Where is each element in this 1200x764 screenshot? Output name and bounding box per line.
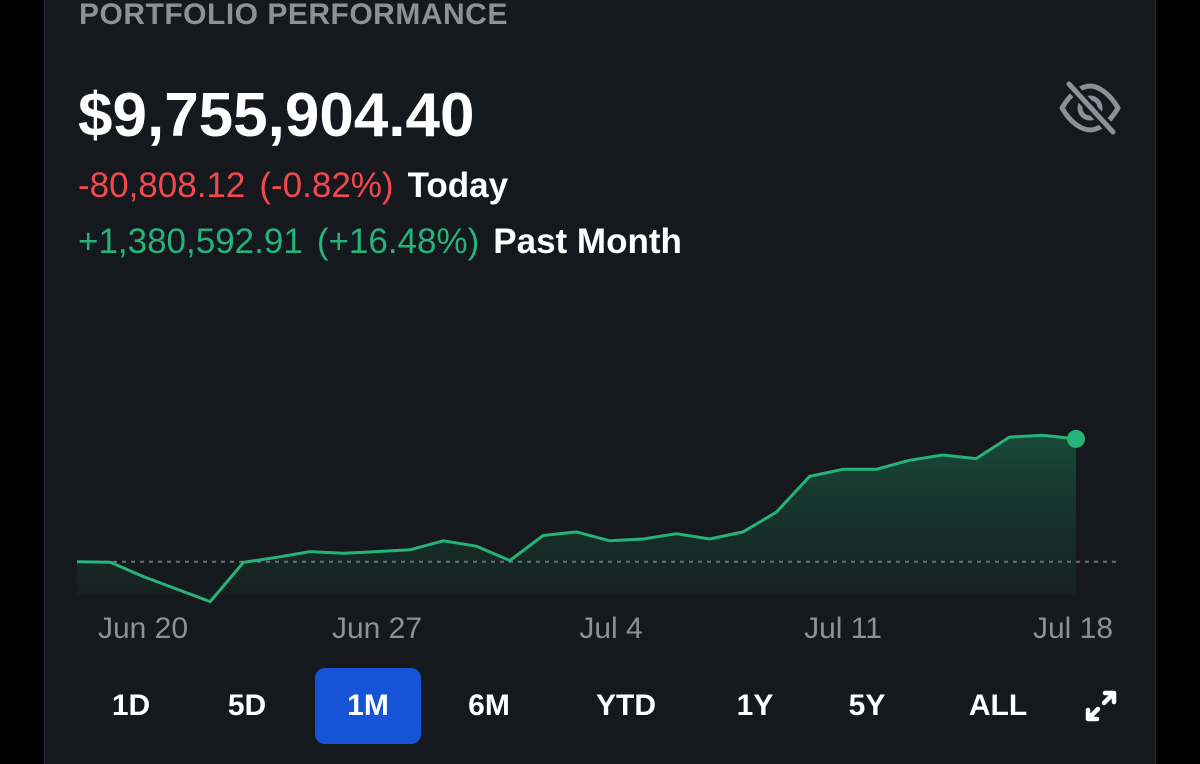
range-ytd-button[interactable]: YTD (596, 689, 656, 722)
range-1y-button[interactable]: 1Y (736, 689, 774, 722)
past-month-change-row: +1,380,592.91 (+16.48%) Past Month (78, 222, 682, 262)
x-tick-label: Jul 4 (579, 612, 642, 645)
chart-area-fill (77, 435, 1076, 602)
today-label: Today (407, 166, 509, 205)
portfolio-total-value: $9,755,904.40 (78, 81, 475, 150)
range-5y-button[interactable]: 5Y (848, 689, 886, 722)
section-title: PORTFOLIO PERFORMANCE (79, 0, 508, 31)
range-5d-button[interactable]: 5D (227, 689, 267, 722)
today-change-amount: -80,808.12 (78, 166, 246, 205)
x-tick-label: Jun 27 (332, 612, 422, 645)
expand-icon (1085, 690, 1117, 722)
chart-last-point (1067, 429, 1085, 448)
hide-balance-toggle[interactable] (1057, 78, 1123, 138)
time-range-selector: 1D 5D 1M 6M YTD 1Y 5Y ALL (45, 668, 1155, 744)
range-all-button[interactable]: ALL (968, 689, 1028, 722)
eye-slash-icon (1059, 78, 1121, 138)
range-1d-button[interactable]: 1D (111, 689, 151, 722)
past-month-label: Past Month (493, 222, 682, 261)
expand-chart-button[interactable] (1081, 686, 1121, 726)
range-6m-button[interactable]: 6M (468, 689, 510, 722)
portfolio-performance-card: PORTFOLIO PERFORMANCE $9,755,904.40 -80,… (44, 0, 1156, 764)
range-1m-button[interactable]: 1M (315, 668, 421, 744)
past-month-change-percent: (+16.48%) (316, 222, 480, 261)
today-change-percent: (-0.82%) (259, 166, 394, 205)
x-tick-label: Jul 11 (804, 612, 882, 645)
chart-series-line (76, 433, 1077, 604)
x-tick-label: Jul 18 (1033, 612, 1113, 645)
today-change-row: -80,808.12 (-0.82%) Today (78, 166, 508, 206)
performance-chart: Jun 20 Jun 27 Jul 4 Jul 11 Jul 18 (76, 429, 1121, 645)
past-month-change-amount: +1,380,592.91 (78, 222, 303, 261)
x-tick-label: Jun 20 (98, 612, 188, 645)
